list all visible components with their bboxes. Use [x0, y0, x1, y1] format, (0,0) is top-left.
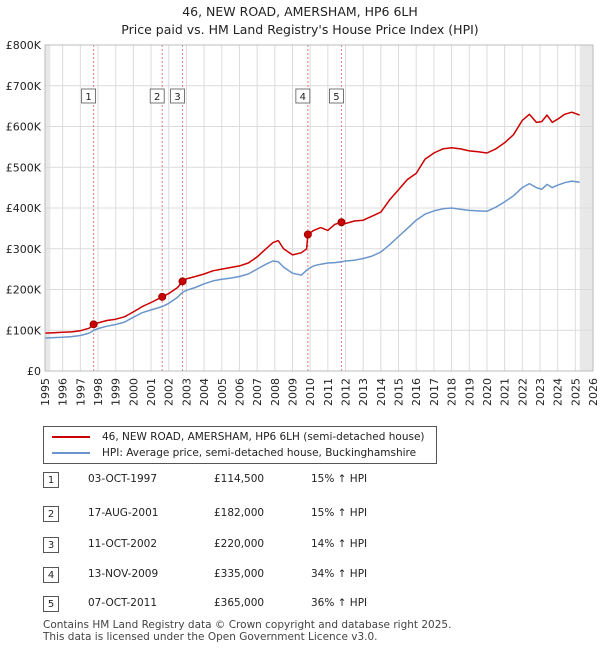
y-tick-label: £0: [27, 365, 41, 378]
x-tick-label: 1995: [39, 378, 52, 406]
sale-date: 03-OCT-1997: [88, 473, 157, 485]
sale-date: 11-OCT-2002: [88, 538, 157, 550]
legend-label-hpi: HPI: Average price, semi-detached house,…: [102, 447, 417, 459]
sale-label-number: 2: [154, 92, 160, 103]
x-tick-label: 2011: [322, 378, 335, 406]
y-tick-label: £700K: [6, 80, 42, 93]
sale-label-number: 1: [85, 92, 91, 103]
sale-label-number: 5: [333, 92, 339, 103]
x-tick-label: 2026: [587, 378, 600, 406]
sale-label-number: 3: [174, 92, 180, 103]
sale-hpi-diff: 14% ↑ HPI: [311, 538, 368, 550]
sale-point: [158, 292, 167, 301]
legend-item-hpi: HPI: Average price, semi-detached house,…: [52, 445, 416, 461]
legend-item-property: 46, NEW ROAD, AMERSHAM, HP6 6LH (semi-de…: [52, 429, 425, 445]
sale-label-box: [170, 88, 185, 104]
sale-date: 07-OCT-2011: [88, 597, 157, 609]
series-line-hpi: [44, 180, 580, 339]
sale-row: 3 11-OCT-2002 £220,000 14% ↑ HPI: [43, 537, 403, 553]
legend-label-property: 46, NEW ROAD, AMERSHAM, HP6 6LH (semi-de…: [102, 431, 425, 443]
sale-point: [178, 277, 187, 286]
sale-price: £220,000: [214, 538, 265, 550]
chart-title: 46, NEW ROAD, AMERSHAM, HP6 6LH Price pa…: [0, 3, 600, 39]
sale-row: 1 03-OCT-1997 £114,500 15% ↑ HPI: [43, 472, 403, 488]
sale-hpi-diff: 15% ↑ HPI: [311, 473, 368, 485]
sale-point: [303, 230, 312, 239]
chart-legend: 46, NEW ROAD, AMERSHAM, HP6 6LH (semi-de…: [43, 426, 437, 464]
x-tick-label: 2025: [569, 378, 582, 406]
x-tick-label: 2012: [340, 378, 353, 406]
y-tick-label: £200K: [6, 284, 42, 297]
sale-point: [89, 320, 98, 329]
x-tick-label: 2006: [233, 378, 246, 406]
y-tick-label: £800K: [6, 39, 42, 52]
legend-swatch-hpi: [52, 452, 90, 454]
x-tick-label: 2022: [516, 378, 529, 406]
x-tick-label: 2005: [216, 378, 229, 406]
sale-hpi-diff: 36% ↑ HPI: [311, 597, 368, 609]
sale-label-box: [295, 88, 311, 104]
x-tick-label: 1997: [74, 378, 87, 406]
x-tick-label: 2003: [180, 378, 193, 406]
sale-label-box: [149, 88, 165, 104]
plot-frame: [44, 44, 594, 372]
sale-label-box: [81, 88, 97, 104]
sale-number-badge: 3: [43, 537, 59, 553]
x-tick-label: 2024: [552, 378, 565, 406]
y-tick-label: £500K: [6, 161, 42, 174]
x-tick-label: 2013: [357, 378, 370, 406]
sale-hpi-diff: 15% ↑ HPI: [311, 507, 368, 519]
x-tick-label: 2023: [534, 378, 547, 406]
legend-swatch-property: [52, 436, 90, 438]
x-tick-label: 2009: [286, 378, 299, 406]
y-tick-label: £300K: [6, 243, 42, 256]
x-tick-label: 2020: [481, 378, 494, 406]
x-tick-label: 1996: [57, 378, 70, 406]
y-tick-label: £600K: [6, 121, 42, 134]
x-tick-label: 2017: [428, 378, 441, 406]
sale-number-badge: 4: [43, 567, 59, 583]
sale-date: 17-AUG-2001: [88, 507, 159, 519]
footer-line-2: This data is licensed under the Open Gov…: [43, 631, 378, 643]
x-tick-label: 2002: [163, 378, 176, 406]
x-tick-label: 1998: [92, 378, 105, 406]
sale-price: £335,000: [214, 568, 265, 580]
sale-number-badge: 2: [43, 506, 59, 522]
y-tick-label: £400K: [6, 202, 42, 215]
sale-point: [337, 218, 346, 227]
x-tick-label: 2001: [145, 378, 158, 406]
sale-row: 2 17-AUG-2001 £182,000 15% ↑ HPI: [43, 506, 403, 522]
x-tick-label: 2010: [304, 378, 317, 406]
y-tick-label: £100K: [6, 324, 42, 337]
sale-date: 13-NOV-2009: [88, 568, 159, 580]
x-tick-label: 2018: [446, 378, 459, 406]
x-tick-label: 2000: [127, 378, 140, 406]
title-line-1: 46, NEW ROAD, AMERSHAM, HP6 6LH: [182, 4, 418, 19]
x-tick-label: 2014: [375, 378, 388, 406]
x-tick-label: 2021: [499, 378, 512, 406]
sale-hpi-diff: 34% ↑ HPI: [311, 568, 368, 580]
x-tick-label: 1999: [110, 378, 123, 406]
x-tick-label: 2008: [269, 378, 282, 406]
sale-number-badge: 1: [43, 472, 59, 488]
sale-label-box: [329, 88, 344, 104]
sale-price: £365,000: [214, 597, 265, 609]
sale-label-number: 4: [300, 92, 306, 103]
sale-number-badge: 5: [43, 596, 59, 612]
x-tick-label: 2019: [463, 378, 476, 406]
sale-row: 5 07-OCT-2011 £365,000 36% ↑ HPI: [43, 596, 403, 612]
title-line-2: Price paid vs. HM Land Registry's House …: [121, 22, 479, 37]
price-chart: £0 £100K £200K £300K £400K £500K £600K £700K £80…: [6, 39, 600, 406]
x-tick-label: 2016: [410, 378, 423, 406]
x-tick-label: 2015: [393, 378, 406, 406]
footer-attribution: Contains HM Land Registry data © Crown c…: [43, 619, 451, 643]
footer-line-1: Contains HM Land Registry data © Crown c…: [43, 619, 452, 631]
x-tick-label: 2007: [251, 378, 264, 406]
x-tick-label: 2004: [198, 378, 211, 406]
sale-price: £114,500: [214, 473, 265, 485]
sale-price: £182,000: [214, 507, 265, 519]
sale-row: 4 13-NOV-2009 £335,000 34% ↑ HPI: [43, 567, 403, 583]
